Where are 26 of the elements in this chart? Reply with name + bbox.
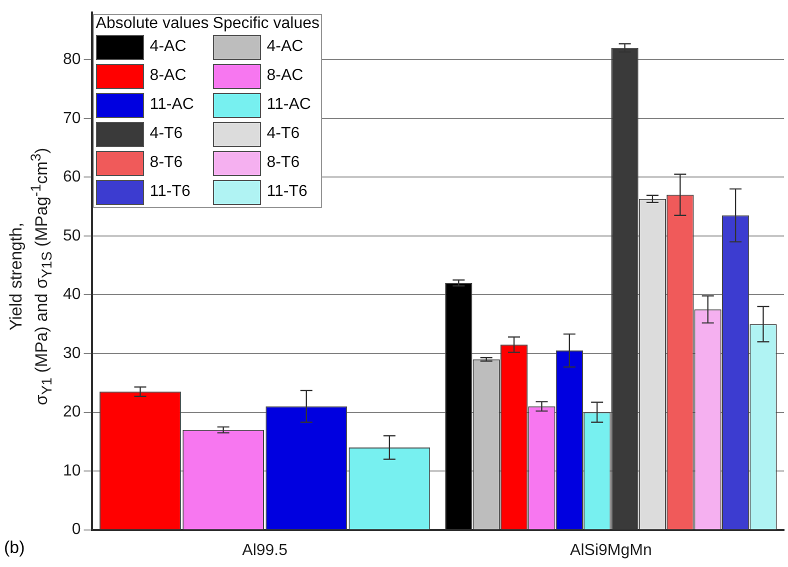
legend-label: 8-T6 <box>266 154 300 172</box>
legend-label: 11-T6 <box>266 183 308 202</box>
legend-label: 11-AC <box>150 96 194 114</box>
legend-label: 4-AC <box>266 38 304 56</box>
legend-label: 4-AC <box>150 38 186 56</box>
y-tick-label: 50 <box>63 227 81 244</box>
legend-label: 8-T6 <box>150 154 183 172</box>
legend-label: 8-AC <box>266 67 304 86</box>
annotation: Absolute values <box>96 14 209 33</box>
annotation: Specific values <box>212 14 320 33</box>
y-tick-label: 10 <box>63 462 81 480</box>
y-tick-label: 40 <box>63 286 81 304</box>
y-tick-label: 20 <box>63 404 81 421</box>
legend-label: 11-AC <box>266 96 311 114</box>
legend-label: 11-T6 <box>150 183 190 202</box>
y-tick-label: 0 <box>72 521 81 538</box>
legend-label: 4-T6 <box>266 125 300 144</box>
text: (b) <box>4 538 25 558</box>
y-tick-label: 80 <box>63 51 81 68</box>
y-tick-label: 70 <box>63 110 81 127</box>
legend-label: 4-T6 <box>150 125 183 144</box>
x-tick-label: AlSi9MgMn <box>570 542 652 559</box>
legend-label: 8-AC <box>150 67 186 86</box>
x-tick-label: Al99.5 <box>242 542 288 559</box>
y-tick-label: 30 <box>63 344 81 362</box>
y-tick-label: 60 <box>63 168 81 186</box>
